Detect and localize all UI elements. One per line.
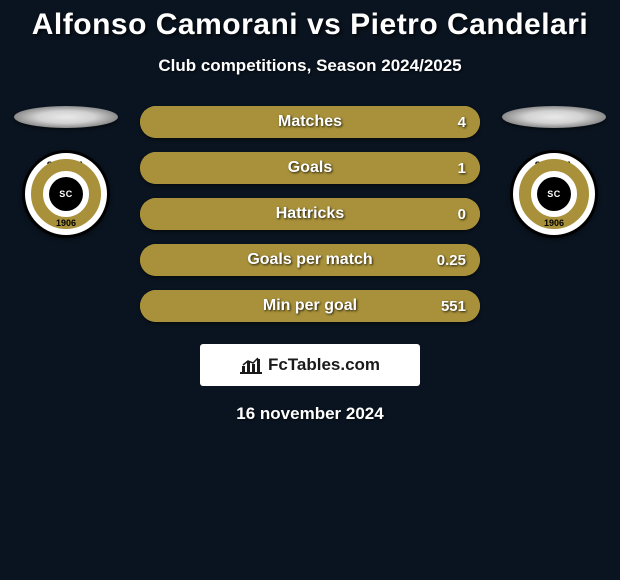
page-title: Alfonso Camorani vs Pietro Candelari bbox=[0, 8, 620, 42]
stat-value-right: 1 bbox=[458, 160, 466, 177]
comparison-row: SPEZIA SC 1906 Matches 4 Goals 1 Hattricks 0 G… bbox=[0, 106, 620, 322]
right-club-badge: SPEZIA SC 1906 bbox=[510, 150, 598, 238]
stat-label: Matches bbox=[278, 113, 342, 131]
right-player-column: SPEZIA SC 1906 bbox=[498, 106, 610, 238]
badge-inner: SC bbox=[49, 177, 83, 211]
stat-label: Hattricks bbox=[276, 205, 344, 223]
stat-label: Goals bbox=[288, 159, 332, 177]
right-player-photo bbox=[502, 106, 606, 128]
comparison-card: Alfonso Camorani vs Pietro Candelari Clu… bbox=[0, 0, 620, 424]
stat-label: Goals per match bbox=[247, 251, 372, 269]
stat-bars: Matches 4 Goals 1 Hattricks 0 Goals per match 0… bbox=[140, 106, 480, 322]
left-club-badge: SPEZIA SC 1906 bbox=[22, 150, 110, 238]
brand-text: FcTables.com bbox=[268, 355, 380, 375]
badge-year: 1906 bbox=[25, 218, 107, 228]
stat-bar: Min per goal 551 bbox=[140, 290, 480, 322]
stat-value-right: 4 bbox=[458, 114, 466, 131]
date-line: 16 november 2024 bbox=[0, 404, 620, 424]
left-player-column: SPEZIA SC 1906 bbox=[10, 106, 122, 238]
badge-year: 1906 bbox=[513, 218, 595, 228]
stat-bar: Goals per match 0.25 bbox=[140, 244, 480, 276]
chart-icon bbox=[240, 356, 262, 374]
stat-bar: Goals 1 bbox=[140, 152, 480, 184]
stat-bar: Hattricks 0 bbox=[140, 198, 480, 230]
brand-box[interactable]: FcTables.com bbox=[200, 344, 420, 386]
badge-inner: SC bbox=[537, 177, 571, 211]
stat-value-right: 551 bbox=[441, 298, 466, 315]
subtitle: Club competitions, Season 2024/2025 bbox=[0, 56, 620, 76]
stat-label: Min per goal bbox=[263, 297, 357, 315]
stat-value-right: 0 bbox=[458, 206, 466, 223]
stat-value-right: 0.25 bbox=[437, 252, 466, 269]
stat-bar: Matches 4 bbox=[140, 106, 480, 138]
left-player-photo bbox=[14, 106, 118, 128]
